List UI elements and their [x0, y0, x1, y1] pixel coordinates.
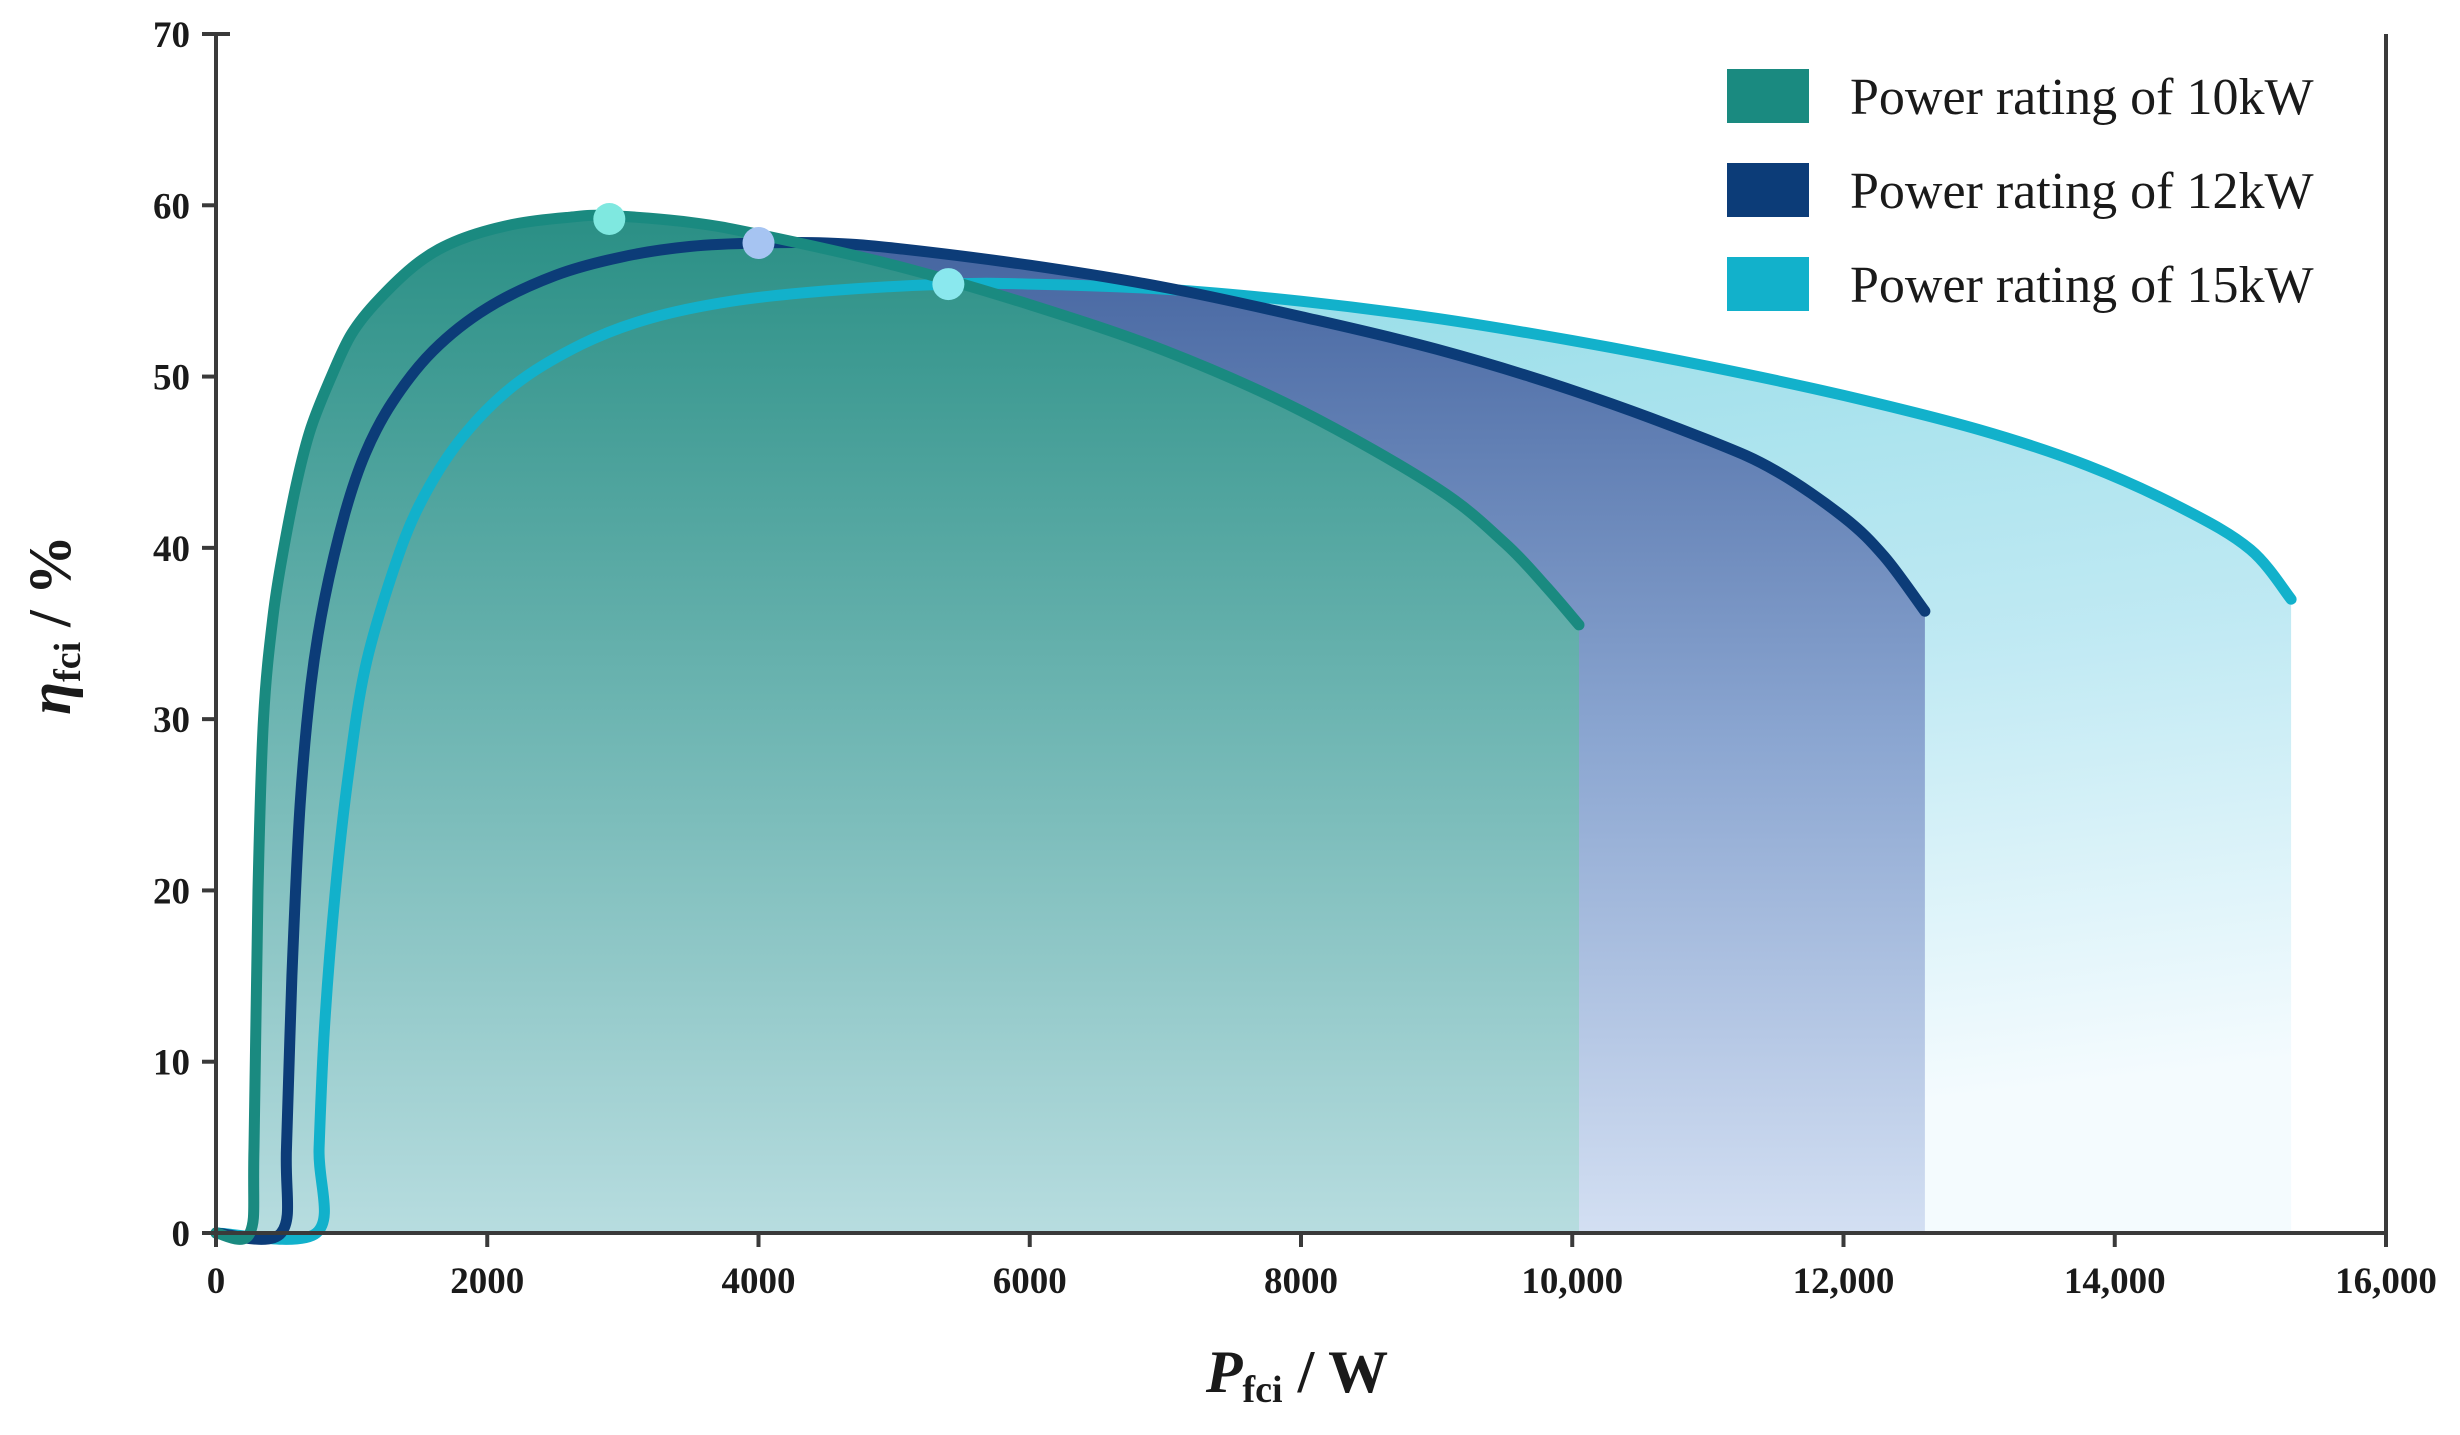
y-tick-label: 50	[153, 358, 190, 399]
legend-label-10kw: Power rating of 10kW	[1850, 69, 2314, 126]
x-tick-label: 6000	[993, 1261, 1067, 1302]
y-tick-label: 10	[153, 1043, 190, 1084]
x-tick-label: 0	[207, 1261, 226, 1302]
series-lines	[210, 209, 2297, 1245]
line-power-rating-of-15kw	[210, 277, 2297, 1245]
area-power-rating-of-10kw	[216, 215, 1579, 1240]
y-axis-title-unit: / %	[17, 535, 83, 642]
x-tick-label: 4000	[722, 1261, 796, 1302]
y-axis-title-sub: fci	[47, 642, 89, 682]
y-axis-title: ηfci / %	[17, 535, 89, 715]
legend-swatch-15kw	[1727, 257, 1809, 311]
legend: Power rating of 10kW Power rating of 12k…	[1727, 69, 2314, 314]
x-axis-ticks: 0 2000 4000 6000 8000 10,000 12,000 14,000 16,00…	[207, 1233, 2437, 1302]
line-power-rating-of-10kw	[210, 209, 1585, 1245]
y-tick-label: 70	[153, 15, 190, 56]
legend-item-12kw: Power rating of 12kW	[1727, 163, 2314, 220]
x-tick-label: 16,000	[2335, 1261, 2437, 1302]
legend-label-12kw: Power rating of 12kW	[1850, 163, 2314, 220]
legend-item-10kw: Power rating of 10kW	[1727, 69, 2314, 126]
series-areas	[216, 215, 2292, 1240]
x-tick-label: 12,000	[1793, 1261, 1895, 1302]
y-axis-title-main: η	[17, 682, 83, 715]
peak-marker-power-rating-of-12kw	[742, 226, 775, 259]
legend-swatch-10kw	[1727, 69, 1809, 123]
y-tick-label: 30	[153, 700, 190, 741]
legend-label-15kw: Power rating of 15kW	[1850, 257, 2314, 314]
x-tick-label: 2000	[450, 1261, 524, 1302]
y-tick-label: 40	[153, 529, 190, 570]
y-tick-label: 60	[153, 186, 190, 227]
peak-marker-power-rating-of-15kw	[932, 268, 965, 301]
legend-swatch-12kw	[1727, 163, 1809, 217]
x-axis-title: Pfci / W	[1205, 1339, 1388, 1411]
x-tick-label: 10,000	[1521, 1261, 1623, 1302]
peak-marker-power-rating-of-10kw	[593, 202, 626, 235]
x-tick-label: 14,000	[2064, 1261, 2166, 1302]
legend-item-15kw: Power rating of 15kW	[1727, 257, 2314, 314]
line-power-rating-of-12kw	[210, 236, 1931, 1245]
y-tick-label: 20	[153, 871, 190, 912]
y-axis-ticks: 0 10 20 30 40 50 60 70	[153, 15, 216, 1255]
peak-markers	[593, 202, 965, 301]
x-tick-label: 8000	[1264, 1261, 1338, 1302]
x-axis-title-main: P	[1205, 1339, 1244, 1405]
y-tick-label: 0	[172, 1214, 191, 1255]
x-axis-title-sub: fci	[1242, 1369, 1282, 1411]
x-axis-title-unit: / W	[1283, 1339, 1389, 1405]
